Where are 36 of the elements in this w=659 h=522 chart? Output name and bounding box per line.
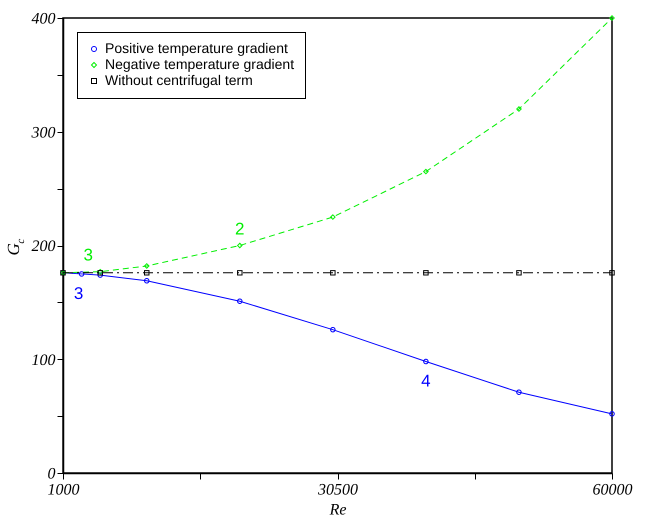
point	[516, 106, 522, 112]
annotation: 2	[235, 220, 245, 238]
point	[609, 270, 615, 276]
point	[144, 278, 150, 284]
legend-label: Positive temperature gradient	[105, 40, 288, 56]
x-axis-title: Re	[328, 502, 346, 518]
y-tick-label: 0	[48, 466, 56, 482]
point	[237, 242, 243, 248]
y-axis-title: Gc	[4, 238, 27, 256]
point	[423, 270, 429, 276]
point	[144, 263, 150, 269]
y-tick-label: 400	[32, 10, 56, 28]
point	[423, 168, 429, 174]
point	[330, 326, 336, 332]
x-tick-label: 60000	[592, 482, 632, 498]
annotation: 3	[74, 284, 84, 303]
point	[78, 271, 84, 277]
point	[330, 270, 336, 276]
x-tick-label: 1000	[48, 482, 80, 498]
x-tick-label: 30500	[317, 482, 358, 498]
annotation: 3	[83, 246, 93, 265]
point	[609, 411, 615, 417]
point	[237, 298, 243, 304]
point	[609, 15, 615, 21]
point	[330, 214, 336, 220]
point	[516, 390, 522, 395]
y-tick-label: 300	[30, 124, 56, 142]
legend-label: Negative temperature gradient	[105, 56, 294, 72]
y-tick-label: 100	[32, 352, 56, 369]
y-tick-label: 200	[32, 238, 56, 255]
legend-label: Without centrifugal term	[105, 72, 253, 88]
point	[237, 270, 243, 276]
point	[516, 270, 522, 276]
point	[144, 270, 150, 276]
annotation: 4	[421, 372, 431, 391]
point	[423, 358, 429, 364]
